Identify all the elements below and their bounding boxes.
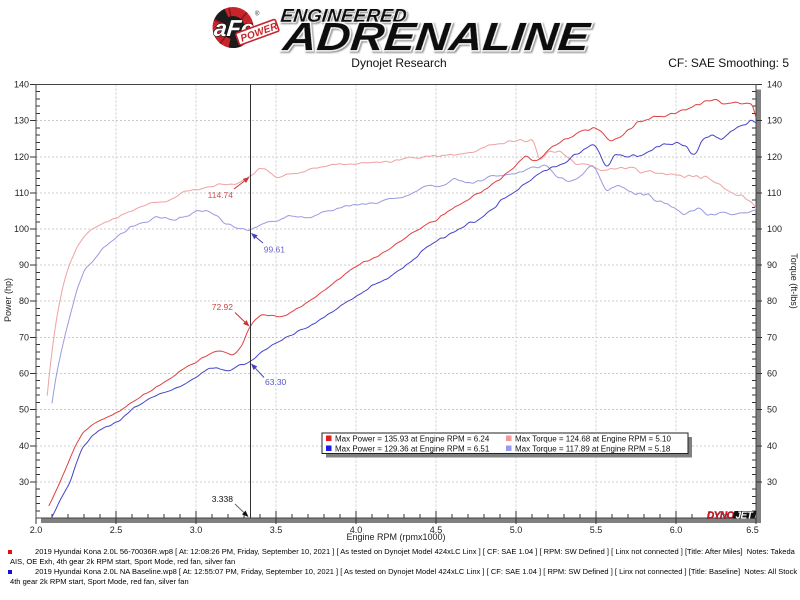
svg-text:Max Power = 135.93 at Engine R: Max Power = 135.93 at Engine RPM = 6.24 xyxy=(335,435,490,444)
svg-text:140: 140 xyxy=(767,80,782,90)
svg-text:DYNO: DYNO xyxy=(707,511,735,522)
svg-text:2.0: 2.0 xyxy=(30,525,43,535)
svg-text:Power (hp): Power (hp) xyxy=(3,278,13,322)
svg-text:5.0: 5.0 xyxy=(510,525,523,535)
svg-text:50: 50 xyxy=(19,405,29,415)
svg-text:Max Torque = 117.89 at Engine: Max Torque = 117.89 at Engine RPM = 5.18 xyxy=(515,445,671,454)
svg-text:70: 70 xyxy=(19,332,29,342)
svg-text:4.5: 4.5 xyxy=(430,525,443,535)
svg-text:6.0: 6.0 xyxy=(670,525,683,535)
svg-text:2.5: 2.5 xyxy=(110,525,123,535)
svg-text:99.61: 99.61 xyxy=(264,245,286,255)
svg-text:Max Power = 129.36 at Engine R: Max Power = 129.36 at Engine RPM = 6.51 xyxy=(335,445,490,454)
svg-text:120: 120 xyxy=(14,152,29,162)
svg-text:40: 40 xyxy=(19,441,29,451)
svg-text:110: 110 xyxy=(15,188,29,198)
svg-text:Max Torque = 124.68 at Engine: Max Torque = 124.68 at Engine RPM = 5.10 xyxy=(515,435,672,444)
svg-text:100: 100 xyxy=(14,224,29,234)
svg-text:60: 60 xyxy=(19,369,29,379)
svg-text:120: 120 xyxy=(767,152,782,162)
svg-text:80: 80 xyxy=(19,296,29,306)
svg-text:140: 140 xyxy=(14,80,29,90)
svg-text:3.5: 3.5 xyxy=(270,525,283,535)
svg-text:70: 70 xyxy=(767,332,777,342)
svg-text:50: 50 xyxy=(767,405,777,415)
svg-text:ENGINEERED: ENGINEERED xyxy=(280,6,408,26)
svg-text:90: 90 xyxy=(767,260,777,270)
svg-text:30: 30 xyxy=(767,477,777,487)
svg-text:6.5: 6.5 xyxy=(746,525,759,535)
svg-text:30: 30 xyxy=(19,477,29,487)
svg-text:100: 100 xyxy=(767,224,782,234)
svg-text:3.338: 3.338 xyxy=(212,494,234,504)
svg-text:®: ® xyxy=(255,11,260,18)
svg-text:63.30: 63.30 xyxy=(265,377,287,387)
svg-text:80: 80 xyxy=(767,296,777,306)
svg-text:40: 40 xyxy=(767,441,777,451)
svg-text:ADRENALINE: ADRENALINE xyxy=(280,15,593,59)
svg-text:90: 90 xyxy=(19,260,29,270)
svg-text:130: 130 xyxy=(14,116,29,126)
svg-text:JET: JET xyxy=(736,511,754,522)
svg-text:72.92: 72.92 xyxy=(212,302,234,312)
svg-text:110: 110 xyxy=(767,188,781,198)
svg-text:130: 130 xyxy=(767,116,782,126)
svg-text:60: 60 xyxy=(767,369,777,379)
svg-text:Engine RPM (rpmx1000): Engine RPM (rpmx1000) xyxy=(346,532,445,542)
svg-text:114.74: 114.74 xyxy=(208,190,234,200)
svg-text:3.0: 3.0 xyxy=(190,525,203,535)
svg-text:4.0: 4.0 xyxy=(350,525,363,535)
svg-text:5.5: 5.5 xyxy=(590,525,603,535)
svg-text:Torque (ft-lbs): Torque (ft-lbs) xyxy=(789,253,799,309)
